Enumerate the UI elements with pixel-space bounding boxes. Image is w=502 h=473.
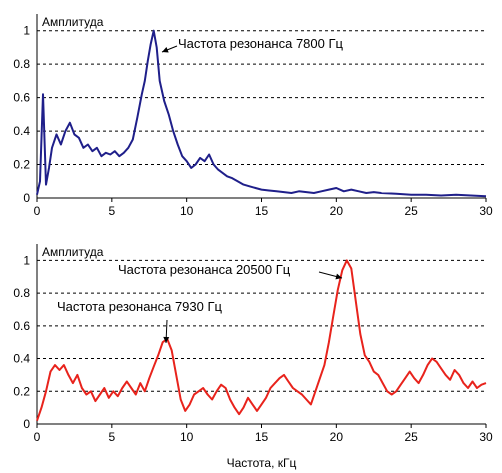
y-axis-label: Амплитуда <box>42 245 104 259</box>
y-tick-label: 1 <box>23 24 30 38</box>
annotation-label: Частота резонанса 20500 Гц <box>118 262 291 277</box>
x-tick-label: 25 <box>404 430 418 444</box>
annotation-label: Частота резонанса 7800 Гц <box>178 36 344 51</box>
x-tick-label: 0 <box>34 204 41 218</box>
annotation-label: Частота резонанса 7930 Гц <box>57 299 223 314</box>
arrow-head <box>163 336 170 343</box>
y-tick-label: 0.4 <box>13 352 30 366</box>
arrow-head <box>335 273 342 280</box>
x-tick-label: 0 <box>34 430 41 444</box>
y-tick-label: 0.2 <box>13 384 30 398</box>
x-tick-label: 15 <box>255 204 269 218</box>
series-line <box>36 29 487 198</box>
x-tick-label: 10 <box>180 430 194 444</box>
chart-panel-1: 00.20.40.60.810 5 10 15 20 25 30АмплитудаЧасто… <box>13 14 493 218</box>
y-tick-label: 0.4 <box>13 124 30 138</box>
y-tick-label: 0 <box>23 417 30 431</box>
x-tick-label: 5 <box>108 204 115 218</box>
y-tick-label: 0.2 <box>13 158 30 172</box>
x-tick-label: 20 <box>330 430 344 444</box>
y-tick-label: 0.8 <box>13 286 30 300</box>
y-axis-label: Амплитуда <box>42 15 104 29</box>
arrow-head <box>162 46 169 53</box>
x-tick-label: 15 <box>255 430 269 444</box>
x-tick-label: 25 <box>404 204 418 218</box>
chart-panel-2: 00.20.40.60.810 5 10 15 20 25 30АмплитудаЧасто… <box>13 244 493 470</box>
x-tick-label: 5 <box>108 430 115 444</box>
series-line <box>36 259 487 422</box>
x-tick-label: 10 <box>180 204 194 218</box>
y-tick-label: 0.6 <box>13 319 30 333</box>
y-tick-label: 1 <box>23 253 30 267</box>
y-tick-label: 0.6 <box>13 91 30 105</box>
x-tick-label: 20 <box>330 204 344 218</box>
x-axis-label: Частота, кГц <box>227 456 297 470</box>
x-tick-label: 30 <box>479 204 493 218</box>
y-tick-label: 0.8 <box>13 57 30 71</box>
y-tick-label: 0 <box>23 191 30 205</box>
x-tick-label: 30 <box>479 430 493 444</box>
